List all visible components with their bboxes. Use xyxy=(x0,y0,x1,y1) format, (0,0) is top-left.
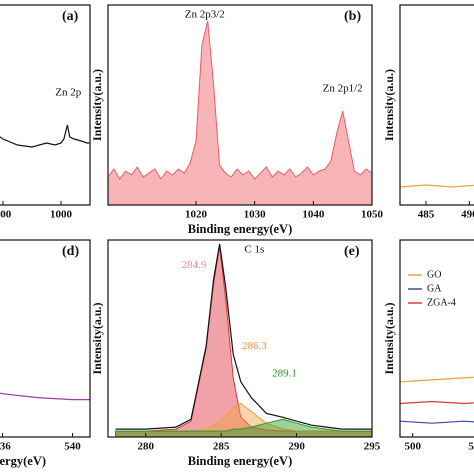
panel-label: (a) xyxy=(62,9,79,24)
x-axis-label: Binding energy(eV) xyxy=(188,222,293,236)
x-tick-label: 1030 xyxy=(244,209,267,221)
area xyxy=(114,418,372,437)
x-tick-label: 285 xyxy=(213,441,230,453)
plot-area xyxy=(0,124,90,148)
annotation: 284.9 xyxy=(182,259,207,271)
x-tick-label: 1040 xyxy=(302,209,325,221)
line xyxy=(115,243,372,430)
plot-area xyxy=(400,376,474,424)
plot-area xyxy=(400,184,474,188)
x-tick-label: 500 xyxy=(405,441,422,453)
line xyxy=(400,420,474,424)
x-tick-label: 280 xyxy=(137,441,154,453)
line xyxy=(400,376,474,383)
plot-area xyxy=(108,20,372,205)
legend-label: GA xyxy=(427,283,442,294)
annotation: Zn 2p3/2 xyxy=(185,9,225,21)
annotation: 286.3 xyxy=(242,340,267,352)
x-tick-label: 290 xyxy=(288,441,305,453)
x-tick-label: 800 xyxy=(0,209,12,221)
x-axis-label: Binding energy(eV) xyxy=(0,454,46,468)
legend-label: ZGA-4 xyxy=(427,297,456,308)
panel-label: (e) xyxy=(344,244,360,259)
frame xyxy=(0,4,91,206)
x-tick-label: 540 xyxy=(64,441,81,453)
x-tick-label: 295 xyxy=(364,441,381,453)
plot-area xyxy=(0,392,90,401)
legend-label: GO xyxy=(427,269,441,280)
x-axis-label: Binding energy(eV) xyxy=(188,454,293,468)
panel-label: (b) xyxy=(344,9,361,24)
frame xyxy=(107,4,373,206)
plot-area xyxy=(114,243,372,437)
annotation: 289.1 xyxy=(272,367,297,379)
y-axis-label: Intensity(a.u.) xyxy=(90,69,104,141)
panel-label: (d) xyxy=(62,244,79,259)
frame xyxy=(0,239,91,438)
frame xyxy=(399,239,474,438)
x-tick-label: 490 xyxy=(461,209,474,221)
y-axis-label: Intensity(a.u.) xyxy=(382,302,396,374)
line xyxy=(0,392,90,401)
annotation: Zn 2p1/2 xyxy=(323,83,363,95)
x-tick-label: 485 xyxy=(418,209,435,221)
frame xyxy=(399,4,474,206)
annotation: Zn 2p xyxy=(55,87,81,99)
line xyxy=(400,184,474,188)
x-tick-label: 536 xyxy=(0,441,11,453)
x-tick-label: 1020 xyxy=(185,209,208,221)
y-axis-label: Intensity(a.u.) xyxy=(382,69,396,141)
x-tick-label: 510 xyxy=(468,441,474,453)
line xyxy=(0,124,90,148)
area xyxy=(108,20,372,205)
line xyxy=(400,400,474,405)
x-tick-label: 1000 xyxy=(50,209,73,221)
annotation: C 1s xyxy=(244,243,264,255)
x-tick-label: 1050 xyxy=(361,209,384,221)
frame xyxy=(107,239,373,438)
y-axis-label: Intensity(a.u.) xyxy=(90,302,104,374)
